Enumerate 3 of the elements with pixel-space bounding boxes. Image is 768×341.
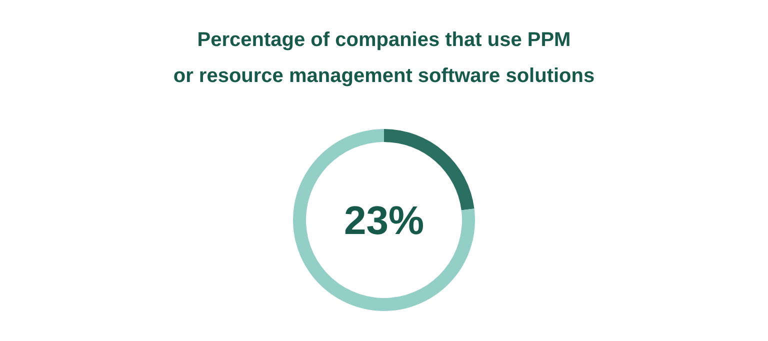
text: 23% xyxy=(344,199,424,243)
chart-title: Percentage of companies that use PPM or resource management software solutions xyxy=(173,29,595,87)
donut-slice xyxy=(293,129,475,311)
